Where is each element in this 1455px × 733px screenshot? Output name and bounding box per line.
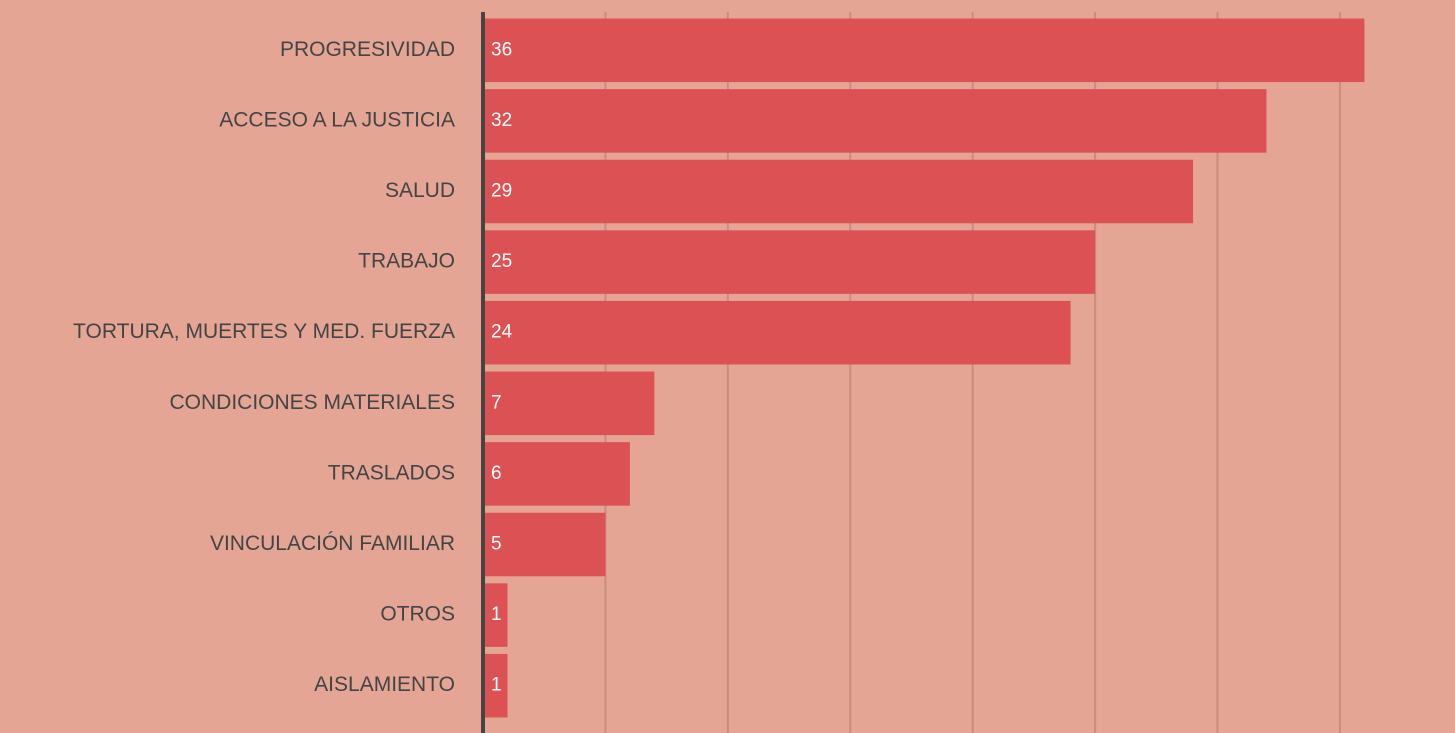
value-label: 36: [491, 39, 512, 60]
y-tick-label: OTROS: [380, 603, 455, 626]
bar: [483, 18, 1365, 83]
bar: [483, 159, 1194, 224]
y-tick-label: TORTURA, MUERTES Y MED. FUERZA: [73, 320, 455, 343]
bar: [483, 653, 508, 718]
y-tick-label: AISLAMIENTO: [314, 673, 455, 696]
bar: [483, 512, 606, 577]
y-tick-label: TRASLADOS: [328, 461, 455, 484]
value-label: 29: [491, 181, 512, 202]
value-label: 32: [491, 110, 512, 131]
value-label: 1: [491, 675, 502, 696]
y-tick-label: CONDICIONES MATERIALES: [170, 391, 456, 414]
value-label: 1: [491, 604, 502, 625]
value-label: 25: [491, 251, 512, 272]
bar: [483, 230, 1096, 294]
y-tick-label: ACCESO A LA JUSTICIA: [219, 108, 455, 131]
bar: [483, 583, 508, 647]
value-label: 24: [491, 322, 513, 343]
y-tick-label: TRABAJO: [358, 250, 455, 273]
value-label: 5: [491, 534, 502, 555]
bar: [483, 300, 1071, 365]
y-tick-label: PROGRESIVIDAD: [280, 38, 455, 61]
bar: [483, 89, 1267, 153]
y-tick-label: VINCULACIÓN FAMILIAR: [210, 532, 455, 555]
bar: [483, 442, 630, 506]
value-label: 6: [491, 463, 502, 484]
bar: [483, 371, 655, 436]
y-tick-label: SALUD: [385, 179, 455, 202]
value-label: 7: [491, 392, 502, 413]
